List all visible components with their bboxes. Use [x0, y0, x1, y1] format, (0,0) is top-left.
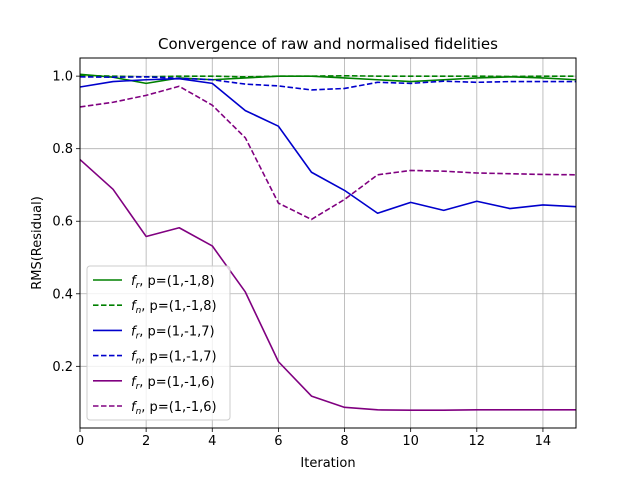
legend-entry-5: fn, p=(1,-1,6)	[131, 400, 217, 417]
x-tick-label: 4	[208, 434, 216, 449]
y-tick-label: 1.0	[52, 70, 73, 85]
legend-params: , p=(1,-1,7)	[141, 350, 216, 365]
legend-entry-1: fn, p=(1,-1,8)	[131, 299, 217, 316]
y-tick-label: 0.8	[52, 142, 73, 157]
legend-subscript: n	[136, 357, 142, 367]
series-line-2	[79, 77, 577, 215]
series-lines	[79, 73, 577, 412]
legend-entry-3: fn, p=(1,-1,7)	[131, 350, 217, 367]
series-line-4	[79, 158, 576, 412]
axis-ticks: 0 2 4 6 8 10 12 14 0.2 0.4 0.6 0.8 1.0	[52, 70, 551, 449]
series-line-0	[79, 73, 577, 85]
legend-entry-4: fr, p=(1,-1,6)	[131, 375, 215, 392]
legend-symbol: f	[131, 324, 138, 339]
y-tick-label: 0.6	[52, 215, 73, 230]
legend-subscript: n	[136, 306, 142, 316]
x-tick-label: 2	[142, 434, 150, 449]
legend-subscript: r	[136, 281, 141, 291]
series-line-5	[79, 85, 577, 221]
legend-params: , p=(1,-1,7)	[139, 324, 214, 339]
legend-params: , p=(1,-1,6)	[139, 375, 214, 390]
x-tick-label: 12	[469, 434, 486, 449]
chart-title: Convergence of raw and normalised fideli…	[158, 35, 498, 53]
plot-frame	[79, 57, 577, 429]
legend-params: , p=(1,-1,8)	[139, 274, 214, 289]
legend-subscript: n	[136, 407, 142, 417]
legend-entry-0: fr, p=(1,-1,8)	[131, 274, 215, 291]
legend: fr, p=(1,-1,8)fn, p=(1,-1,8)fr, p=(1,-1,…	[86, 265, 231, 421]
legend-entry-2: fr, p=(1,-1,7)	[131, 324, 215, 341]
legend-subscript: r	[136, 382, 141, 392]
series-line-1	[79, 74, 576, 78]
legend-symbol: f	[131, 375, 138, 390]
x-tick-label: 8	[340, 434, 348, 449]
y-tick-label: 0.4	[52, 287, 73, 302]
legend-symbol: f	[131, 350, 138, 365]
x-tick-label: 6	[274, 434, 282, 449]
legend-symbol: f	[131, 299, 138, 314]
legend-box	[86, 265, 231, 421]
x-axis-label: Iteration	[300, 456, 355, 471]
series-line-3	[79, 76, 576, 91]
legend-params: , p=(1,-1,6)	[141, 400, 216, 415]
x-tick-label: 0	[76, 434, 84, 449]
legend-symbol: f	[131, 400, 138, 415]
y-tick-label: 0.2	[52, 360, 73, 375]
legend-subscript: r	[136, 331, 141, 341]
legend-params: , p=(1,-1,8)	[141, 299, 216, 314]
x-tick-label: 14	[535, 434, 552, 449]
x-tick-label: 10	[402, 434, 419, 449]
legend-symbol: f	[131, 274, 138, 289]
y-axis-label: RMS(Residual)	[30, 196, 45, 290]
